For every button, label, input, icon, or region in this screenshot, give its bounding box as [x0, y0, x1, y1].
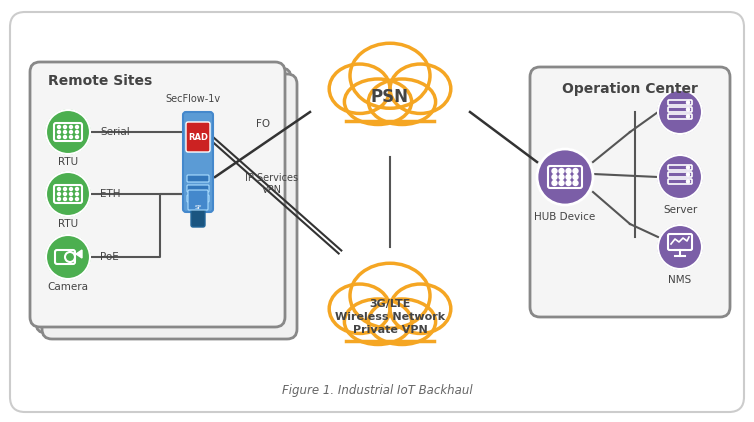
Circle shape [75, 125, 78, 129]
Text: IP Services
VPN: IP Services VPN [246, 173, 299, 195]
Circle shape [63, 135, 66, 138]
Circle shape [686, 180, 689, 183]
Text: Operation Center: Operation Center [562, 82, 698, 96]
Text: HUB Device: HUB Device [535, 212, 596, 222]
Text: RAD: RAD [188, 133, 208, 141]
Ellipse shape [329, 284, 390, 333]
FancyBboxPatch shape [346, 102, 434, 121]
Text: SecFlow-1v: SecFlow-1v [165, 94, 221, 104]
Text: PSN: PSN [371, 88, 409, 106]
Circle shape [537, 149, 593, 205]
Circle shape [63, 130, 66, 133]
Ellipse shape [369, 299, 436, 344]
Ellipse shape [345, 79, 412, 124]
Circle shape [686, 166, 689, 169]
FancyBboxPatch shape [187, 195, 209, 202]
Circle shape [69, 130, 72, 133]
Circle shape [573, 175, 578, 179]
Circle shape [63, 125, 66, 129]
Circle shape [69, 187, 72, 190]
Text: RTU: RTU [58, 219, 78, 229]
Text: Figure 1. Industrial IoT Backhaul: Figure 1. Industrial IoT Backhaul [282, 384, 472, 397]
Circle shape [566, 175, 571, 179]
Circle shape [552, 175, 557, 179]
Circle shape [552, 168, 557, 173]
Circle shape [57, 130, 60, 133]
FancyBboxPatch shape [530, 67, 730, 317]
FancyBboxPatch shape [188, 190, 208, 210]
Circle shape [686, 173, 689, 176]
Circle shape [552, 181, 557, 186]
Text: Remote Sites: Remote Sites [48, 74, 152, 88]
Circle shape [75, 197, 78, 200]
FancyBboxPatch shape [30, 62, 285, 327]
Circle shape [63, 187, 66, 190]
FancyBboxPatch shape [186, 122, 210, 152]
Circle shape [69, 197, 72, 200]
FancyBboxPatch shape [10, 12, 744, 412]
Circle shape [75, 130, 78, 133]
Circle shape [63, 197, 66, 200]
Circle shape [57, 187, 60, 190]
Circle shape [573, 168, 578, 173]
Circle shape [75, 135, 78, 138]
FancyBboxPatch shape [191, 209, 205, 227]
Text: NMS: NMS [668, 275, 691, 285]
Circle shape [46, 172, 90, 216]
Ellipse shape [350, 43, 430, 108]
Text: RTU: RTU [58, 157, 78, 167]
Circle shape [69, 125, 72, 129]
Circle shape [75, 192, 78, 195]
Ellipse shape [345, 299, 412, 344]
Circle shape [559, 181, 564, 186]
Circle shape [69, 192, 72, 195]
Circle shape [57, 125, 60, 129]
Circle shape [46, 110, 90, 154]
FancyBboxPatch shape [183, 112, 213, 212]
Text: Server: Server [663, 205, 697, 215]
Ellipse shape [369, 79, 436, 124]
Text: SF: SF [195, 205, 202, 209]
Circle shape [559, 168, 564, 173]
FancyBboxPatch shape [187, 175, 209, 182]
FancyBboxPatch shape [187, 185, 209, 192]
Text: PoE: PoE [100, 252, 118, 262]
Circle shape [658, 155, 702, 199]
FancyBboxPatch shape [346, 322, 434, 341]
FancyBboxPatch shape [42, 74, 297, 339]
Circle shape [559, 175, 564, 179]
Circle shape [57, 192, 60, 195]
Circle shape [686, 115, 689, 118]
Text: ETH: ETH [100, 189, 121, 199]
Circle shape [57, 197, 60, 200]
FancyBboxPatch shape [36, 68, 291, 333]
Circle shape [63, 192, 66, 195]
Circle shape [75, 187, 78, 190]
Circle shape [573, 181, 578, 186]
Circle shape [658, 225, 702, 269]
Ellipse shape [390, 64, 451, 114]
Polygon shape [76, 250, 82, 258]
Ellipse shape [390, 284, 451, 333]
Text: Camera: Camera [48, 282, 88, 292]
Circle shape [686, 108, 689, 111]
Circle shape [566, 168, 571, 173]
Text: FO: FO [256, 119, 270, 129]
Circle shape [566, 181, 571, 186]
Text: 3G/LTE
Wireless Network
Private VPN: 3G/LTE Wireless Network Private VPN [335, 299, 445, 335]
Ellipse shape [350, 263, 430, 328]
Text: Serial: Serial [100, 127, 130, 137]
Ellipse shape [329, 64, 390, 114]
Circle shape [658, 90, 702, 134]
Circle shape [69, 135, 72, 138]
Circle shape [57, 135, 60, 138]
Circle shape [46, 235, 90, 279]
Circle shape [686, 101, 689, 104]
